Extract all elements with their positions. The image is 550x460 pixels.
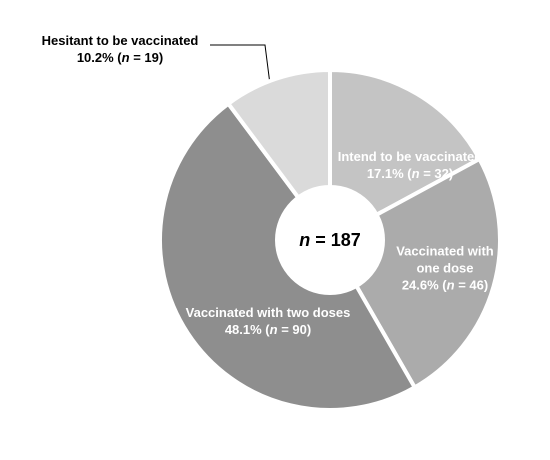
category-label: Intend to be vaccinated	[337, 149, 483, 164]
value-label: 17.1% (n = 32)	[366, 166, 454, 181]
category-label: Vaccinated with two doses	[185, 305, 351, 320]
category-label: Vaccinated with one dose	[396, 243, 494, 276]
slice-label: Vaccinated with two doses 48.1% (n = 90)	[158, 304, 378, 338]
value-label: 24.6% (n = 46)	[401, 277, 489, 293]
center-label: n = 187	[299, 230, 361, 250]
pie-slice	[328, 67, 483, 244]
category-label: Hesitant to be vaccinated	[41, 33, 199, 48]
slice-label: Hesitant to be vaccinated 10.2% (n = 19)	[20, 32, 220, 66]
value-label: 48.1% (n = 90)	[224, 322, 312, 337]
value-label: 10.2% (n = 19)	[76, 50, 164, 65]
slice-label: Vaccinated with one dose 24.6% (n = 46)	[390, 243, 500, 294]
slice-label: Intend to be vaccinated 17.1% (n = 32)	[325, 148, 495, 182]
center-hole	[275, 185, 385, 295]
pie-slice	[327, 156, 502, 391]
